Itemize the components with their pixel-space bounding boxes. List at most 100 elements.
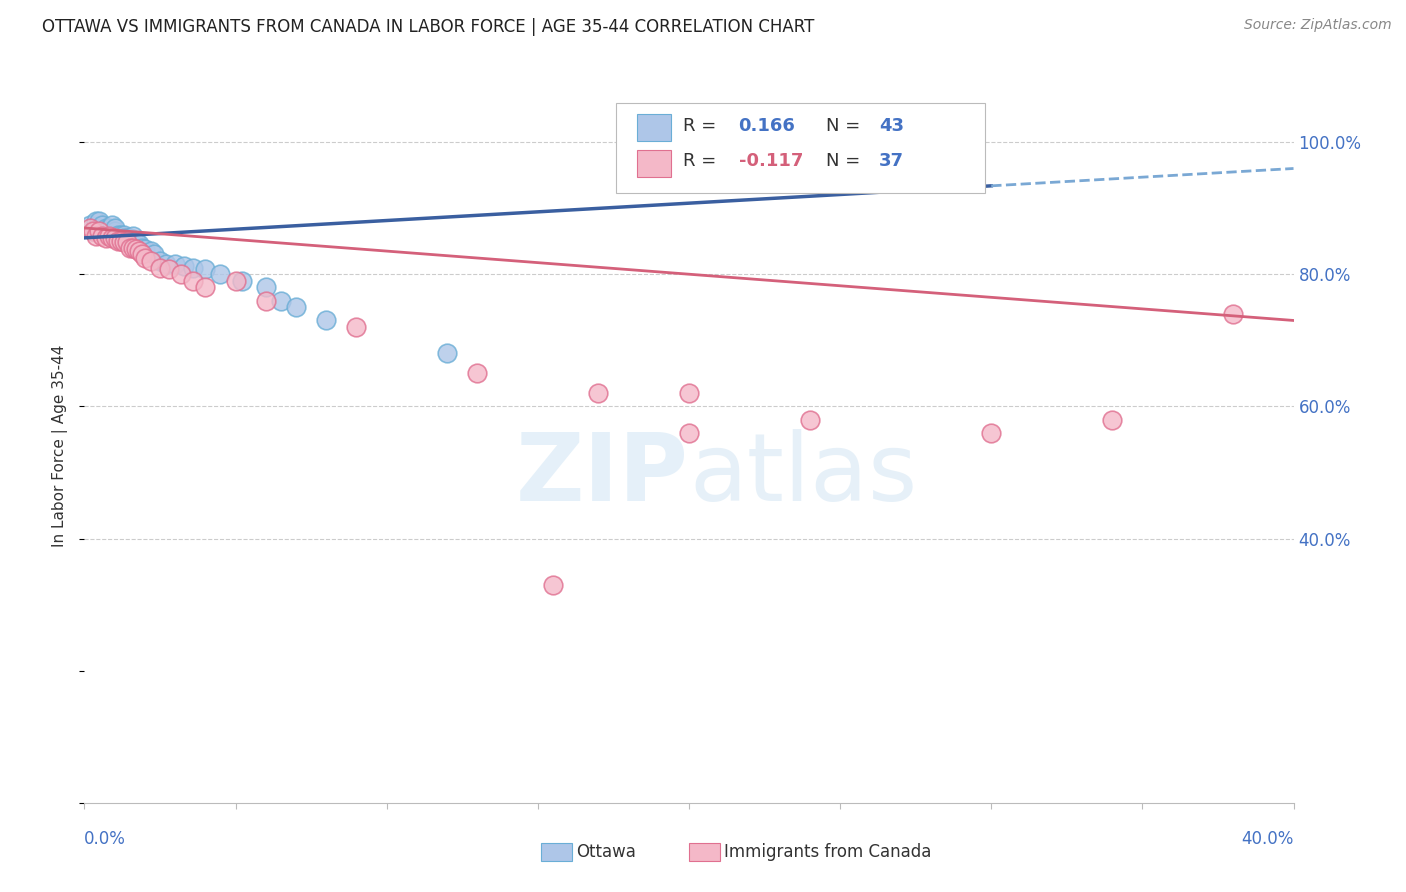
Point	[181, 274, 204, 288]
Point	[91, 228, 114, 243]
Point	[541, 578, 564, 592]
Point	[82, 224, 104, 238]
Point	[125, 234, 148, 248]
Point	[104, 224, 127, 238]
Point	[110, 227, 132, 242]
Point	[97, 228, 120, 243]
Point	[157, 261, 180, 276]
Point	[112, 227, 135, 242]
Point	[149, 260, 172, 275]
Point	[131, 247, 153, 261]
Point	[142, 247, 165, 261]
Point	[100, 231, 122, 245]
Text: 40.0%: 40.0%	[1241, 830, 1294, 847]
Point	[231, 274, 253, 288]
Text: OTTAWA VS IMMIGRANTS FROM CANADA IN LABOR FORCE | AGE 35-44 CORRELATION CHART: OTTAWA VS IMMIGRANTS FROM CANADA IN LABO…	[42, 18, 814, 36]
Text: 0.166: 0.166	[738, 117, 796, 135]
Point	[980, 425, 1002, 440]
Point	[225, 274, 247, 288]
Point	[86, 214, 108, 228]
Point	[285, 300, 308, 314]
Point	[346, 320, 368, 334]
Point	[270, 293, 292, 308]
Text: Ottawa: Ottawa	[576, 843, 637, 861]
Text: ZIP: ZIP	[516, 428, 689, 521]
Point	[134, 242, 156, 256]
Point	[104, 231, 127, 245]
Point	[315, 313, 337, 327]
Point	[107, 231, 129, 245]
Text: N =: N =	[825, 117, 866, 135]
Text: 43: 43	[879, 117, 904, 135]
Point	[100, 227, 122, 242]
Point	[82, 224, 104, 238]
Point	[104, 221, 127, 235]
Point	[112, 231, 135, 245]
Text: 37: 37	[879, 153, 904, 170]
Point	[94, 224, 117, 238]
Point	[134, 251, 156, 265]
Point	[94, 221, 117, 235]
Point	[89, 214, 111, 228]
Point	[121, 228, 143, 243]
Point	[588, 386, 610, 401]
Text: -0.117: -0.117	[738, 153, 803, 170]
Point	[91, 218, 114, 232]
Point	[128, 237, 150, 252]
Point	[254, 293, 277, 308]
Point	[173, 260, 195, 274]
Point	[131, 241, 153, 255]
Point	[86, 228, 108, 243]
Bar	[637, 150, 671, 177]
Point	[165, 257, 187, 271]
Point	[209, 267, 232, 281]
Point	[194, 261, 217, 276]
Point	[678, 386, 700, 401]
Point	[107, 227, 129, 242]
Point	[436, 346, 458, 360]
Point	[170, 267, 193, 281]
Point	[112, 235, 135, 250]
Point	[1222, 307, 1244, 321]
Text: Immigrants from Canada: Immigrants from Canada	[724, 843, 931, 861]
Text: R =: R =	[683, 117, 721, 135]
Point	[115, 231, 138, 245]
Point	[125, 242, 148, 256]
Point	[254, 280, 277, 294]
Text: 0.0%: 0.0%	[84, 830, 127, 847]
Text: N =: N =	[825, 153, 866, 170]
Point	[139, 244, 162, 258]
Point	[799, 412, 821, 426]
Point	[1101, 412, 1123, 426]
Point	[128, 244, 150, 258]
Point	[97, 227, 120, 242]
Point	[115, 235, 138, 250]
Point	[89, 221, 111, 235]
Point	[149, 254, 172, 268]
Text: R =: R =	[683, 153, 721, 170]
Point	[155, 257, 177, 271]
Text: atlas: atlas	[689, 428, 917, 521]
Point	[79, 218, 101, 232]
Point	[100, 218, 122, 232]
Point	[181, 260, 204, 275]
Point	[121, 241, 143, 255]
Point	[118, 231, 141, 245]
Point	[89, 224, 111, 238]
Point	[194, 280, 217, 294]
Bar	[637, 114, 671, 141]
Point	[97, 221, 120, 235]
Point	[110, 234, 132, 248]
FancyBboxPatch shape	[616, 103, 986, 193]
Y-axis label: In Labor Force | Age 35-44: In Labor Force | Age 35-44	[52, 345, 69, 547]
Point	[94, 231, 117, 245]
Point	[467, 367, 489, 381]
Point	[110, 231, 132, 245]
Point	[678, 425, 700, 440]
Text: Source: ZipAtlas.com: Source: ZipAtlas.com	[1244, 18, 1392, 32]
Point	[79, 221, 101, 235]
Point	[118, 231, 141, 245]
Point	[118, 241, 141, 255]
Point	[139, 254, 162, 268]
Point	[107, 234, 129, 248]
